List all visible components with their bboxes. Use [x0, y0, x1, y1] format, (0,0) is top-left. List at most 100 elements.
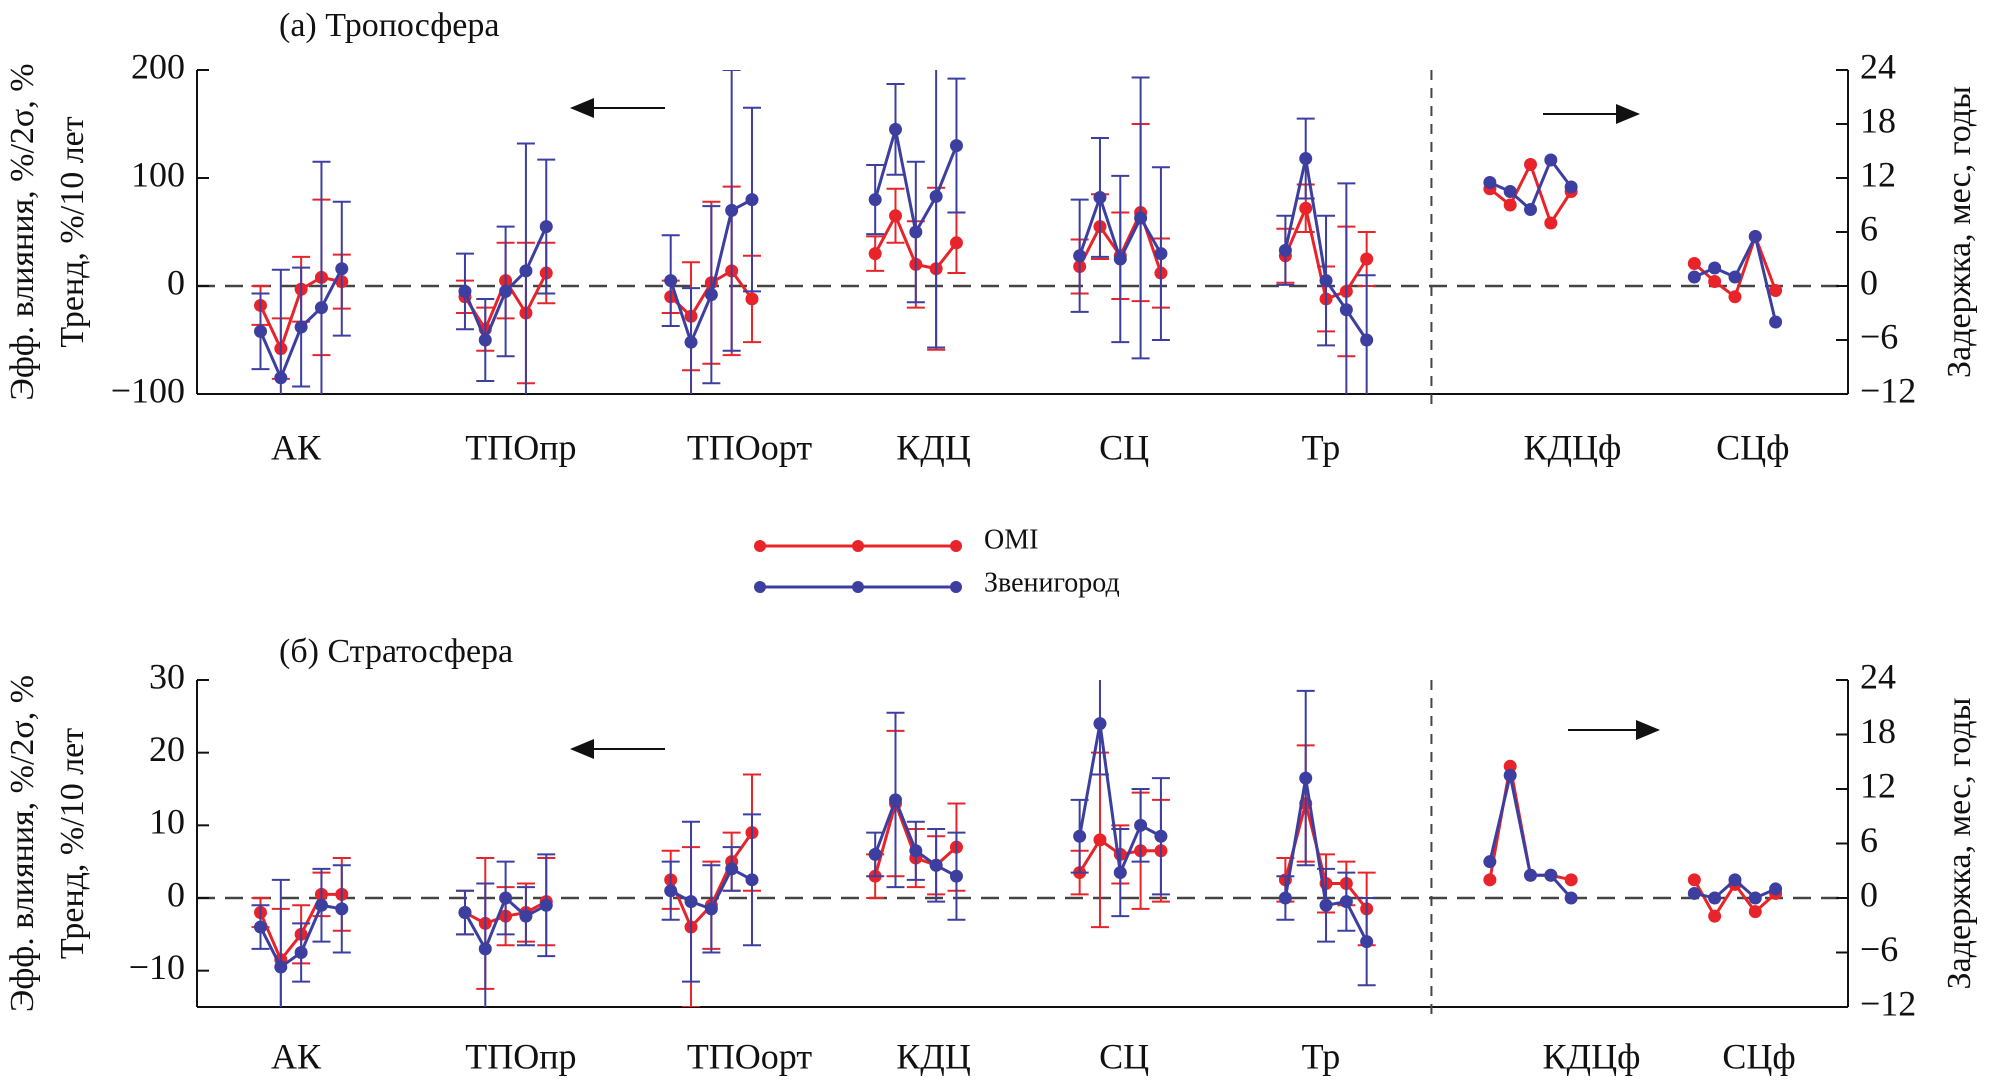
x-tick-label: СЦ [1099, 427, 1149, 467]
point [1544, 153, 1558, 167]
point [1113, 252, 1127, 266]
panel: (а) Тропосфера −100 0 100 200 −12 −6 0 6 12 18 24 АК… [4, 7, 1978, 467]
point [1319, 274, 1333, 288]
point [1093, 833, 1107, 847]
x-tick-label: ТПОпр [465, 1036, 576, 1076]
point [949, 236, 963, 250]
x-tick-label: ТПОпр [465, 427, 576, 467]
point [1728, 270, 1742, 284]
point [499, 891, 513, 905]
point [664, 884, 678, 898]
point [1483, 873, 1497, 887]
point [1708, 261, 1722, 275]
point [889, 793, 902, 807]
point [745, 292, 759, 306]
point [909, 225, 923, 239]
y2-tick-label: −6 [1860, 929, 1898, 969]
plot-area [251, 680, 1783, 1007]
point [909, 844, 923, 858]
point [889, 209, 902, 223]
y2-tick-label: 18 [1860, 100, 1896, 140]
point [725, 203, 739, 217]
point [519, 909, 533, 923]
point [868, 847, 882, 861]
point [949, 139, 963, 153]
point [1093, 717, 1107, 731]
point [1748, 905, 1762, 919]
point [725, 862, 739, 876]
point [704, 288, 718, 302]
panel: (б) Стратосфера −10 0 10 20 30 −12 −6 0 6 12 18 24 АК… [4, 633, 1978, 1076]
point [254, 920, 267, 934]
point [745, 193, 759, 207]
point [1544, 216, 1558, 230]
chart-title: (а) Тропосфера [279, 7, 499, 44]
point [1339, 303, 1353, 317]
y-tick-label: 100 [131, 154, 185, 194]
point [1483, 855, 1497, 869]
point [1073, 249, 1087, 263]
y2-tick-label: −12 [1860, 983, 1916, 1023]
y2-tick-label: 24 [1860, 46, 1896, 86]
y2-axis-label: Задержка, мес, годы [1941, 86, 1978, 378]
point [254, 324, 267, 338]
point [1728, 290, 1742, 304]
x-tick-label: Тр [1302, 1036, 1341, 1076]
point [499, 284, 513, 298]
point [1708, 891, 1722, 905]
x-tick-label: СЦф [1716, 427, 1789, 467]
point [1687, 257, 1701, 270]
point [868, 193, 882, 207]
point [1503, 198, 1517, 212]
y-tick-label: 200 [131, 46, 185, 86]
y2-tick-label: 12 [1860, 765, 1896, 805]
point [1728, 873, 1742, 887]
x-tick-label: СЦф [1722, 1036, 1795, 1076]
point [1483, 176, 1497, 189]
point [1154, 247, 1168, 261]
point [1360, 935, 1374, 949]
point [458, 906, 472, 920]
point [868, 247, 882, 261]
point [1769, 882, 1783, 896]
point [314, 898, 328, 912]
point [929, 858, 943, 872]
point [1154, 829, 1168, 843]
point [1339, 895, 1353, 909]
x-tick-label: КДЦ [896, 427, 971, 467]
point [949, 869, 963, 883]
point [1687, 270, 1701, 284]
y2-tick-label: 0 [1860, 874, 1878, 914]
point [929, 189, 943, 203]
series-line [1488, 766, 1777, 920]
y-axis-label: Тренд, %/10 лет [54, 116, 91, 347]
point [294, 320, 308, 334]
point [1319, 898, 1333, 912]
y2-tick-label: 6 [1860, 820, 1878, 860]
x-tick-label: Тр [1302, 427, 1341, 467]
point [274, 960, 288, 974]
point [889, 122, 902, 136]
point [684, 335, 698, 349]
y2-tick-label: 12 [1860, 154, 1896, 194]
point [539, 220, 553, 234]
point [478, 942, 492, 956]
arrows [570, 98, 1660, 759]
point [335, 262, 349, 276]
point [1299, 771, 1313, 785]
x-tick-label: ТПОорт [687, 1036, 813, 1076]
point [519, 264, 533, 278]
point [1687, 873, 1701, 887]
point [1564, 873, 1578, 887]
y-tick-label: 0 [167, 874, 185, 914]
x-tick-label: СЦ [1099, 1036, 1149, 1076]
legend: OMI Звенигород [754, 524, 1120, 598]
point [1278, 243, 1292, 257]
x-tick-label: АК [271, 427, 322, 467]
legend-label: Звенигород [984, 567, 1120, 598]
series-line [259, 203, 1368, 353]
y2-tick-label: 6 [1860, 208, 1878, 248]
x-tick-label: АК [271, 1036, 322, 1076]
